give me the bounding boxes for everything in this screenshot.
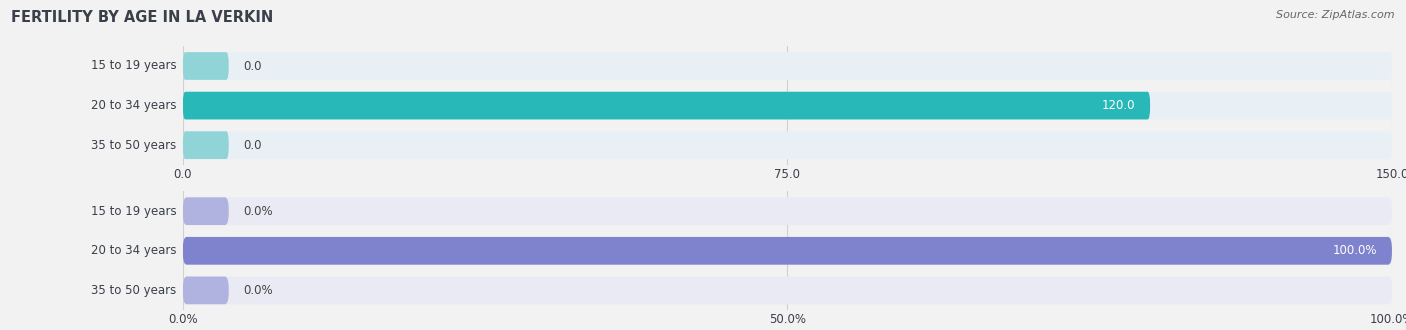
FancyBboxPatch shape	[183, 197, 1392, 225]
Text: 100.0%: 100.0%	[1333, 244, 1378, 257]
FancyBboxPatch shape	[183, 277, 1392, 304]
Text: 15 to 19 years: 15 to 19 years	[91, 59, 177, 73]
Text: 35 to 50 years: 35 to 50 years	[91, 139, 177, 152]
FancyBboxPatch shape	[183, 52, 229, 80]
Text: 35 to 50 years: 35 to 50 years	[91, 284, 177, 297]
FancyBboxPatch shape	[183, 237, 1392, 265]
Text: 120.0: 120.0	[1102, 99, 1136, 112]
Text: 0.0%: 0.0%	[243, 205, 273, 218]
FancyBboxPatch shape	[183, 131, 229, 159]
FancyBboxPatch shape	[183, 92, 1150, 119]
FancyBboxPatch shape	[183, 131, 1392, 159]
Text: FERTILITY BY AGE IN LA VERKIN: FERTILITY BY AGE IN LA VERKIN	[11, 10, 274, 25]
Text: Source: ZipAtlas.com: Source: ZipAtlas.com	[1277, 10, 1395, 20]
Text: 0.0: 0.0	[243, 59, 262, 73]
FancyBboxPatch shape	[183, 277, 229, 304]
FancyBboxPatch shape	[183, 52, 1392, 80]
Text: 0.0: 0.0	[243, 139, 262, 152]
Text: 0.0%: 0.0%	[243, 284, 273, 297]
Text: 20 to 34 years: 20 to 34 years	[91, 99, 177, 112]
FancyBboxPatch shape	[183, 197, 229, 225]
FancyBboxPatch shape	[183, 92, 1392, 119]
Text: 15 to 19 years: 15 to 19 years	[91, 205, 177, 218]
Text: 20 to 34 years: 20 to 34 years	[91, 244, 177, 257]
FancyBboxPatch shape	[183, 237, 1392, 265]
